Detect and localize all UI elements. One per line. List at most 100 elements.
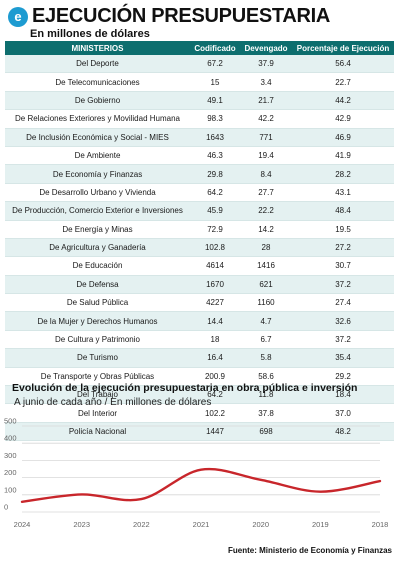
page-title: EJECUCIÓN PRESUPUESTARIA [32, 5, 331, 27]
y-tick-label: 0 [4, 503, 8, 512]
table-row: De Inclusión Económica y Social - MIES 16… [5, 128, 394, 147]
cell-porcentaje: 29.2 [292, 367, 394, 387]
table-row: De Desarrollo Urbano y Vivienda 64.2 27.7 4… [5, 183, 394, 203]
table-row: De Ambiente 46.3 19.4 41.9 [5, 146, 394, 166]
cell-porcentaje: 22.7 [292, 72, 394, 92]
y-tick-label: 400 [4, 434, 17, 443]
cell-devengado: 14.2 [240, 220, 292, 239]
cell-devengado: 28 [240, 238, 292, 258]
cell-codificado: 45.9 [190, 201, 240, 221]
y-tick-label: 300 [4, 451, 17, 460]
table-body: Del Deporte 67.2 37.9 56.4 De Telecomunicaci… [5, 55, 394, 442]
cell-ministerio: De Telecomunicaciones [5, 72, 190, 92]
cell-porcentaje: 37.2 [292, 330, 394, 350]
cell-codificado: 67.2 [190, 55, 240, 74]
cell-codificado: 46.3 [190, 146, 240, 166]
table-row: De Cultura y Patrimonio 18 6.7 37.2 [5, 330, 394, 350]
cell-porcentaje: 28.2 [292, 164, 394, 184]
x-tick-label: 2023 [73, 520, 90, 529]
cell-devengado: 6.7 [240, 330, 292, 350]
cell-codificado: 4227 [190, 293, 240, 313]
column-header-codificado: Codificado [190, 41, 240, 55]
cell-devengado: 27.7 [240, 183, 292, 203]
x-tick-label: 2019 [312, 520, 329, 529]
table-row: De Producción, Comercio Exterior e Inver… [5, 201, 394, 221]
table-row: Del Deporte 67.2 37.9 56.4 [5, 55, 394, 74]
cell-porcentaje: 43.1 [292, 183, 394, 203]
cell-codificado: 4614 [190, 256, 240, 276]
cell-codificado: 16.4 [190, 348, 240, 368]
cell-ministerio: De Economía y Finanzas [5, 164, 190, 184]
cell-codificado: 18 [190, 330, 240, 350]
cell-devengado: 21.7 [240, 91, 292, 111]
cell-ministerio: Del Trabajo [5, 385, 190, 405]
line-chart: 0 100 200 300 400 500 2024 2023 2022 2021 2020 2019… [4, 417, 389, 530]
cell-devengado: 698 [240, 422, 292, 442]
cell-porcentaje: 27.2 [292, 238, 394, 258]
cell-devengado: 1160 [240, 293, 292, 313]
page-subtitle: En millones de dólares [30, 28, 150, 40]
cell-ministerio: De Inclusión Económica y Social - MIES [5, 128, 190, 147]
cell-ministerio: De Energía y Minas [5, 220, 190, 239]
chart-subtitle: A junio de cada año / En millones de dól… [14, 397, 212, 408]
cell-porcentaje: 44.2 [292, 91, 394, 111]
cell-porcentaje: 41.9 [292, 146, 394, 166]
table-row: De Turismo 16.4 5.8 35.4 [5, 348, 394, 368]
cell-porcentaje: 35.4 [292, 348, 394, 368]
chart-title: Evolución de la ejecución presupuestaria… [12, 382, 358, 394]
cell-ministerio: De Ambiente [5, 146, 190, 166]
cell-devengado: 58.6 [240, 367, 292, 387]
cell-devengado: 771 [240, 128, 292, 147]
x-tick-label: 2018 [372, 520, 389, 529]
cell-codificado: 49.1 [190, 91, 240, 111]
table-row: De Educación 4614 1416 30.7 [5, 256, 394, 276]
cell-porcentaje: 30.7 [292, 256, 394, 276]
column-header-porcentaje: Porcentaje de Ejecución [292, 41, 394, 55]
cell-devengado: 1416 [240, 256, 292, 276]
cell-codificado: 14.4 [190, 311, 240, 331]
cell-ministerio: De Educación [5, 256, 190, 276]
cell-devengado: 4.7 [240, 311, 292, 331]
y-tick-label: 100 [4, 485, 17, 494]
cell-devengado: 42.2 [240, 109, 292, 129]
cell-codificado: 29.8 [190, 164, 240, 184]
cell-codificado: 1447 [190, 422, 240, 442]
cell-ministerio: De Gobierno [5, 91, 190, 111]
table-row: De Salud Pública 4227 1160 27.4 [5, 293, 394, 313]
x-tick-label: 2022 [133, 520, 150, 529]
cell-ministerio: De Salud Pública [5, 293, 190, 313]
table-row: Policía Nacional 1447 698 48.2 [5, 422, 394, 442]
cell-ministerio: De Defensa [5, 275, 190, 295]
brand-logo-icon: e [8, 7, 28, 27]
cell-porcentaje: 19.5 [292, 220, 394, 239]
table-row: De Agricultura y Ganadería 102.8 28 27.2 [5, 238, 394, 258]
column-header-ministerios: MINISTERIOS [5, 41, 190, 55]
cell-codificado: 72.9 [190, 220, 240, 239]
cell-devengado: 3.4 [240, 72, 292, 92]
cell-devengado: 621 [240, 275, 292, 295]
cell-ministerio: De Turismo [5, 348, 190, 368]
cell-devengado: 8.4 [240, 164, 292, 184]
cell-porcentaje: 37.0 [292, 403, 394, 423]
cell-codificado: 200.9 [190, 367, 240, 387]
y-tick-label: 500 [4, 417, 17, 426]
cell-ministerio: De Transporte y Obras Públicas [5, 367, 190, 387]
cell-devengado: 37.9 [240, 55, 292, 74]
table-row: De Transporte y Obras Públicas 200.9 58.6 2… [5, 367, 394, 387]
cell-devengado: 11.8 [240, 385, 292, 405]
table-row: De Defensa 1670 621 37.2 [5, 275, 394, 295]
table-row: De la Mujer y Derechos Humanos 14.4 4.7 32.… [5, 311, 394, 331]
table-row: De Energía y Minas 72.9 14.2 19.5 [5, 220, 394, 239]
cell-ministerio: De Desarrollo Urbano y Vivienda [5, 183, 190, 203]
cell-codificado: 15 [190, 72, 240, 92]
cell-porcentaje: 48.2 [292, 422, 394, 442]
column-header-devengado: Devengado [240, 41, 292, 55]
cell-ministerio: Del Interior [5, 403, 190, 423]
cell-codificado: 64.2 [190, 385, 240, 405]
cell-codificado: 102.2 [190, 403, 240, 423]
cell-porcentaje: 56.4 [292, 55, 394, 74]
cell-ministerio: Del Deporte [5, 55, 190, 74]
cell-porcentaje: 37.2 [292, 275, 394, 295]
table-row: De Telecomunicaciones 15 3.4 22.7 [5, 72, 394, 92]
cell-devengado: 19.4 [240, 146, 292, 166]
